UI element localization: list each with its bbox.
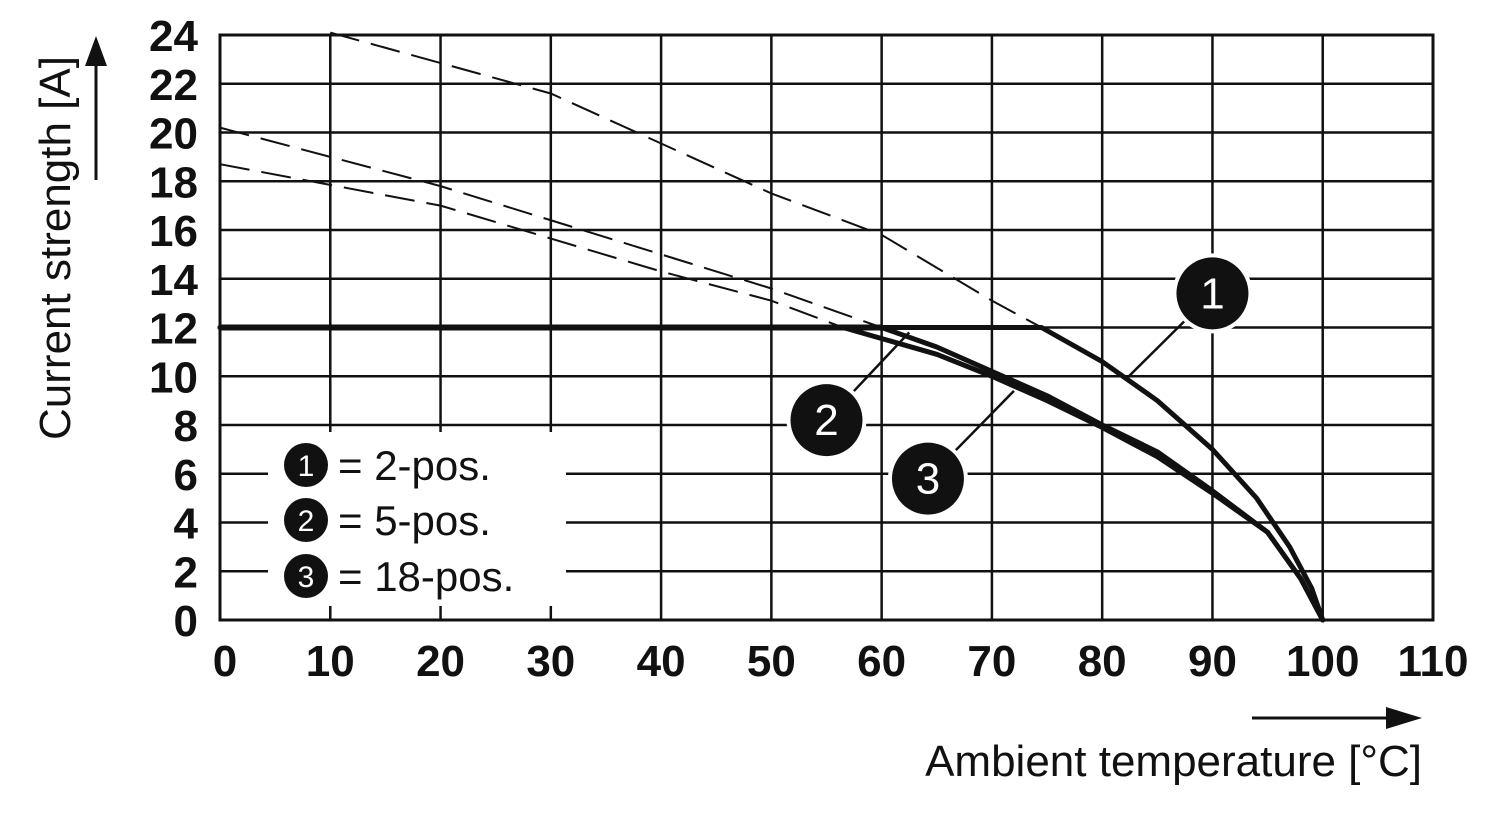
curve-callouts: 1 2 3 bbox=[786, 253, 1253, 519]
y-tick-label-10: 20 bbox=[149, 110, 198, 159]
x-tick-label-9: 90 bbox=[1188, 637, 1237, 686]
x-axis-arrow-icon bbox=[1386, 707, 1422, 729]
legend-item-1: 1 = 2-pos. bbox=[284, 442, 491, 489]
dashed-line-1 bbox=[330, 31, 1043, 329]
legend-marker-3 bbox=[284, 554, 328, 598]
callout-badge-1 bbox=[1176, 257, 1249, 330]
y-tick-label-5: 10 bbox=[149, 353, 198, 402]
y-tick-label-0: 0 bbox=[174, 597, 198, 646]
y-tick-label-8: 16 bbox=[149, 207, 198, 256]
x-tick-label-3: 30 bbox=[526, 637, 575, 686]
dashed-line-3 bbox=[219, 163, 844, 329]
callout-badge-3 bbox=[891, 442, 964, 515]
callout-label-1: 1 bbox=[1200, 269, 1224, 318]
y-tick-label-2: 4 bbox=[174, 500, 199, 549]
x-tick-label-2: 20 bbox=[416, 637, 465, 686]
y-tick-label-12: 24 bbox=[149, 12, 198, 61]
x-tick-label-1: 10 bbox=[306, 637, 355, 686]
derating-curves bbox=[217, 324, 1326, 623]
legend-marker-1-label: 1 bbox=[298, 450, 315, 483]
legend-marker-1 bbox=[284, 443, 328, 487]
legend-label-1: = 2-pos. bbox=[338, 442, 491, 489]
x-tick-label-4: 40 bbox=[637, 637, 686, 686]
curve-1 bbox=[217, 325, 1326, 623]
legend: 1 = 2-pos. 2 = 5-pos. 3 = 18-pos. bbox=[268, 432, 566, 606]
x-tick-label-10: 100 bbox=[1286, 637, 1359, 686]
x-axis-title: Ambient temperature [°C] bbox=[925, 737, 1422, 786]
legend-item-3: 3 = 18-pos. bbox=[284, 553, 514, 600]
legend-label-2: = 5-pos. bbox=[338, 497, 491, 544]
callout-leader-1 bbox=[1125, 317, 1188, 380]
callout-badge-2 bbox=[790, 384, 863, 457]
x-axis-title-group: Ambient temperature [°C] bbox=[925, 707, 1422, 786]
y-axis-title: Current strength [A] bbox=[31, 56, 80, 440]
callout-leader-2 bbox=[850, 331, 911, 395]
y-tick-label-9: 18 bbox=[149, 158, 198, 207]
curve-3 bbox=[217, 325, 1326, 623]
x-tick-label-11: 110 bbox=[1398, 637, 1469, 686]
x-tick-label-0: 0 bbox=[213, 637, 237, 686]
callout-label-2: 2 bbox=[814, 396, 838, 445]
y-tick-label-1: 2 bbox=[174, 548, 198, 597]
y-tick-label-7: 14 bbox=[149, 256, 198, 305]
legend-label-3: = 18-pos. bbox=[338, 553, 514, 600]
y-tick-label-11: 22 bbox=[149, 61, 198, 110]
callout-leader-3 bbox=[952, 389, 1015, 454]
y-tick-label-3: 6 bbox=[174, 451, 198, 500]
y-tick-label-6: 12 bbox=[149, 305, 198, 354]
plot-grid bbox=[218, 33, 1435, 622]
callout-label-3: 3 bbox=[916, 455, 940, 504]
legend-marker-2 bbox=[284, 498, 328, 542]
legend-marker-3-label: 3 bbox=[298, 561, 315, 594]
dashed-line-2 bbox=[219, 126, 882, 329]
y-tick-label-4: 8 bbox=[174, 402, 198, 451]
legend-marker-2-label: 2 bbox=[298, 505, 315, 538]
legend-item-2: 2 = 5-pos. bbox=[284, 497, 491, 544]
x-tick-label-7: 70 bbox=[967, 637, 1016, 686]
x-tick-label-5: 50 bbox=[747, 637, 796, 686]
y-axis-arrow-icon bbox=[85, 36, 107, 66]
tick-labels: 0 10 20 30 40 50 60 70 80 90 100 110024681012141618… bbox=[149, 12, 1468, 686]
dashed-extrapolation-lines bbox=[219, 31, 1043, 329]
x-tick-label-6: 60 bbox=[857, 637, 906, 686]
x-tick-label-8: 80 bbox=[1078, 637, 1127, 686]
y-axis-title-group: Current strength [A] bbox=[31, 36, 107, 440]
